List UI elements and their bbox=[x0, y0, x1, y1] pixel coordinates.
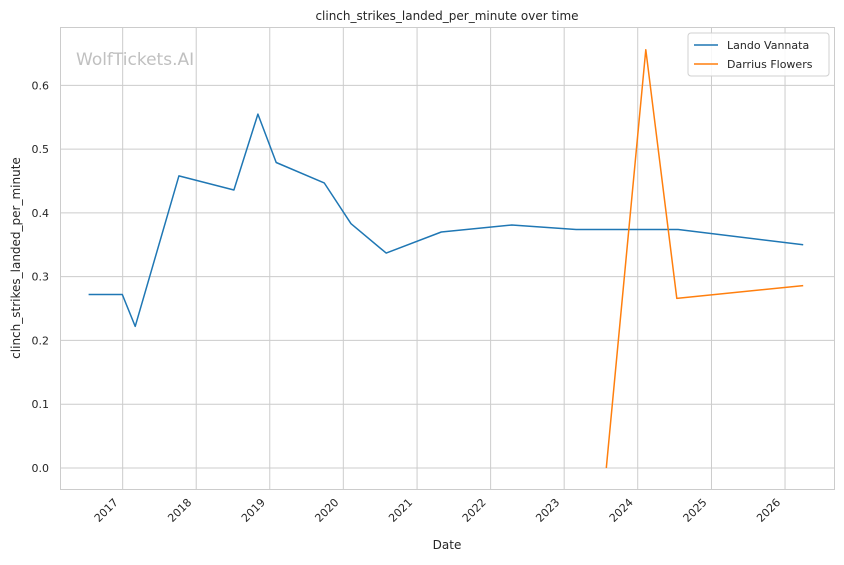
y-tick-label: 0.2 bbox=[32, 334, 50, 347]
series-line-lando-vannata bbox=[88, 113, 804, 328]
y-tick-label: 0.4 bbox=[32, 207, 50, 220]
legend-box bbox=[687, 32, 830, 77]
series-lines bbox=[88, 48, 804, 469]
y-axis-label: clinch_strikes_landed_per_minute bbox=[9, 157, 23, 359]
legend-label-lando-vannata: Lando Vannata bbox=[727, 39, 809, 52]
chart-title: clinch_strikes_landed_per_minute over ti… bbox=[315, 9, 578, 23]
x-axis-label: Date bbox=[433, 538, 462, 552]
y-tick-label: 0.3 bbox=[32, 271, 50, 284]
y-tick-label: 0.6 bbox=[32, 79, 50, 92]
y-tick-label: 0.0 bbox=[32, 462, 50, 475]
y-tick-label: 0.1 bbox=[32, 398, 50, 411]
y-tick-label: 0.5 bbox=[32, 143, 50, 156]
legend-label-darrius-flowers: Darrius Flowers bbox=[727, 58, 813, 71]
series-line-darrius-flowers bbox=[605, 48, 804, 469]
watermark: WolfTickets.AI bbox=[76, 50, 194, 70]
plot-frame bbox=[60, 27, 835, 490]
legend: Lando Vannata Darrius Flowers bbox=[687, 32, 830, 77]
grid bbox=[61, 28, 834, 489]
